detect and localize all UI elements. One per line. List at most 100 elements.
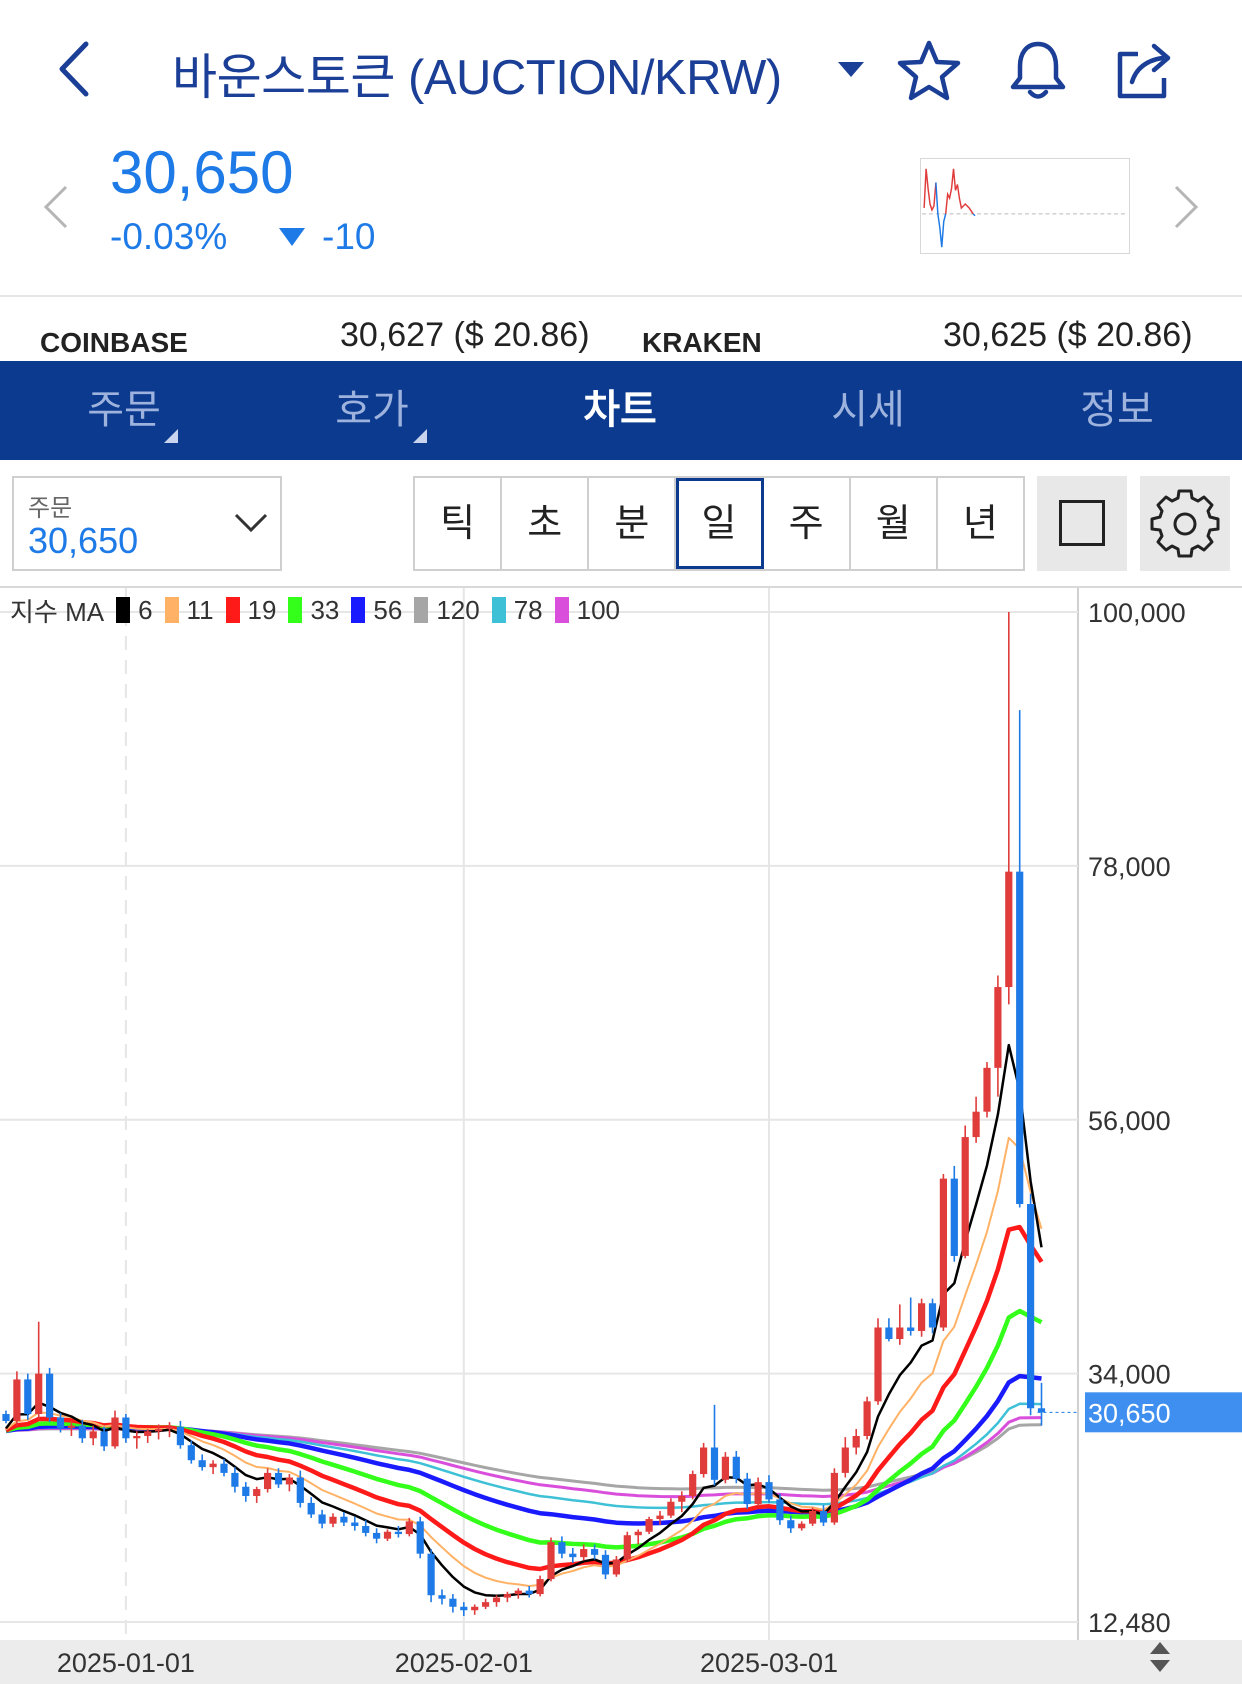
- candle[interactable]: [885, 1318, 893, 1342]
- candle[interactable]: [122, 1414, 130, 1443]
- candle[interactable]: [830, 1468, 838, 1525]
- share-icon[interactable]: [1112, 38, 1178, 104]
- candle[interactable]: [340, 1512, 348, 1526]
- candle[interactable]: [918, 1298, 926, 1337]
- candle[interactable]: [144, 1429, 152, 1443]
- candle[interactable]: [1027, 1193, 1035, 1416]
- candle[interactable]: [351, 1516, 359, 1531]
- candle[interactable]: [874, 1318, 882, 1405]
- period-second[interactable]: 초: [502, 478, 590, 569]
- candle[interactable]: [536, 1575, 544, 1597]
- bell-icon[interactable]: [1005, 38, 1071, 104]
- candle[interactable]: [264, 1468, 272, 1493]
- candle[interactable]: [383, 1529, 392, 1541]
- candle[interactable]: [274, 1468, 283, 1488]
- candle[interactable]: [155, 1424, 163, 1440]
- candle[interactable]: [35, 1321, 43, 1420]
- candle[interactable]: [253, 1486, 261, 1503]
- candle[interactable]: [514, 1588, 522, 1599]
- candle[interactable]: [994, 975, 1002, 1097]
- candle[interactable]: [427, 1549, 435, 1603]
- candle[interactable]: [296, 1470, 304, 1508]
- candle[interactable]: [634, 1529, 642, 1545]
- candle[interactable]: [503, 1591, 511, 1603]
- candle[interactable]: [700, 1442, 708, 1478]
- next-arrow-icon[interactable]: [1172, 184, 1200, 230]
- candle[interactable]: [961, 1125, 969, 1259]
- period-minute[interactable]: 분: [589, 478, 677, 569]
- candle[interactable]: [198, 1454, 206, 1471]
- candle[interactable]: [547, 1537, 555, 1582]
- candle[interactable]: [569, 1547, 577, 1563]
- tab-chart[interactable]: 차트: [496, 361, 744, 460]
- candle[interactable]: [2, 1410, 10, 1424]
- period-week[interactable]: 주: [764, 478, 851, 569]
- tab-order[interactable]: 주문: [0, 361, 248, 460]
- candle[interactable]: [209, 1460, 217, 1475]
- candle[interactable]: [100, 1426, 108, 1451]
- candle[interactable]: [710, 1404, 719, 1486]
- candle[interactable]: [928, 1298, 937, 1334]
- candle[interactable]: [111, 1410, 119, 1449]
- candle[interactable]: [307, 1497, 315, 1518]
- prev-arrow-icon[interactable]: [42, 184, 70, 230]
- candle[interactable]: [1016, 710, 1024, 1208]
- candle[interactable]: [13, 1371, 21, 1426]
- candle[interactable]: [972, 1096, 980, 1143]
- candle[interactable]: [176, 1420, 184, 1449]
- candle[interactable]: [1037, 1382, 1046, 1426]
- candle[interactable]: [231, 1467, 239, 1493]
- candle[interactable]: [449, 1594, 457, 1613]
- candle[interactable]: [645, 1516, 653, 1535]
- candle[interactable]: [721, 1452, 729, 1484]
- candle[interactable]: [939, 1174, 947, 1331]
- sort-down-icon[interactable]: [1150, 1660, 1170, 1672]
- sparkline-chart[interactable]: [920, 158, 1130, 254]
- candlestick-chart[interactable]: 100,000 78,000 56,000 34,000 12,480 2025-01-0…: [0, 588, 1242, 1684]
- sort-up-icon[interactable]: [1150, 1642, 1170, 1654]
- candle[interactable]: [89, 1425, 97, 1446]
- candle[interactable]: [863, 1396, 871, 1440]
- candle[interactable]: [318, 1509, 326, 1529]
- candle[interactable]: [656, 1510, 664, 1525]
- candle[interactable]: [285, 1474, 293, 1492]
- candle[interactable]: [165, 1422, 174, 1438]
- candle[interactable]: [558, 1536, 566, 1559]
- candle[interactable]: [405, 1517, 413, 1537]
- candle[interactable]: [798, 1521, 806, 1531]
- candle[interactable]: [580, 1544, 588, 1561]
- candle[interactable]: [438, 1589, 446, 1605]
- candle[interactable]: [329, 1513, 337, 1528]
- candle[interactable]: [46, 1367, 54, 1423]
- candle[interactable]: [678, 1491, 686, 1513]
- caret-down-icon[interactable]: [836, 60, 866, 80]
- candle[interactable]: [667, 1498, 675, 1518]
- candle[interactable]: [776, 1493, 784, 1525]
- candle[interactable]: [623, 1531, 631, 1562]
- candle[interactable]: [67, 1420, 75, 1436]
- candle[interactable]: [394, 1525, 402, 1538]
- candle[interactable]: [133, 1431, 141, 1449]
- candle[interactable]: [612, 1555, 620, 1577]
- period-month[interactable]: 월: [851, 478, 938, 569]
- candle[interactable]: [1005, 612, 1013, 1005]
- order-price-select[interactable]: 주문 30,650: [12, 476, 282, 571]
- tab-market[interactable]: 시세: [744, 361, 992, 460]
- chevron-left-icon[interactable]: [50, 38, 100, 100]
- candle[interactable]: [841, 1437, 849, 1478]
- candle[interactable]: [471, 1604, 479, 1615]
- candle[interactable]: [220, 1459, 228, 1477]
- candle[interactable]: [896, 1304, 904, 1345]
- period-year[interactable]: 년: [962, 501, 998, 545]
- candle[interactable]: [819, 1505, 828, 1526]
- candle[interactable]: [907, 1297, 915, 1336]
- candle[interactable]: [460, 1602, 468, 1616]
- candle[interactable]: [765, 1475, 773, 1503]
- candle[interactable]: [591, 1544, 599, 1560]
- candle[interactable]: [787, 1515, 795, 1533]
- candle[interactable]: [187, 1440, 195, 1464]
- candle[interactable]: [492, 1595, 501, 1607]
- candle[interactable]: [743, 1472, 751, 1509]
- star-icon[interactable]: [896, 38, 962, 104]
- candle[interactable]: [78, 1419, 86, 1443]
